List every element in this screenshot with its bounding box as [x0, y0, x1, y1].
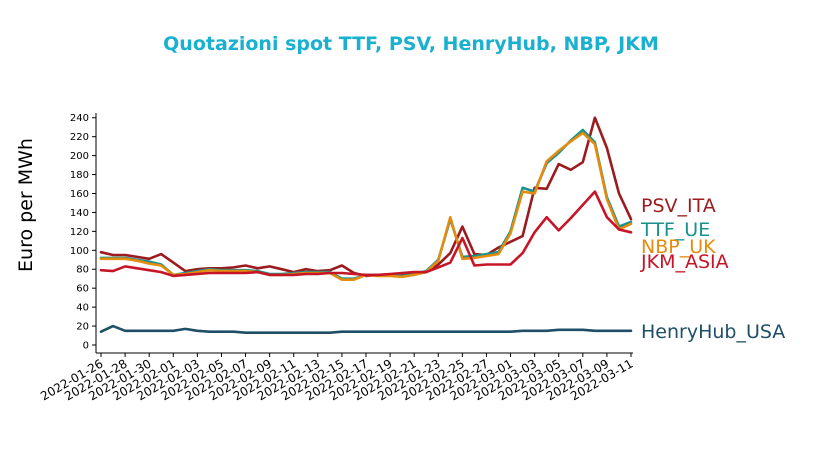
y-tick-label: 140 [70, 208, 89, 219]
series-label-nbp-uk: NBP_UK [641, 236, 716, 258]
y-tick-label: 220 [70, 132, 89, 143]
series-line-ttf-ue [99, 128, 633, 281]
series-label-jkm-asia: JKM_ASIA [640, 251, 729, 273]
series-label-henryhub-usa: HenryHub_USA [641, 321, 785, 343]
series-label-psv-ita: PSV_ITA [641, 195, 716, 217]
y-tick-label: 0 [83, 341, 89, 352]
chart-title: Quotazioni spot TTF, PSV, HenryHub, NBP,… [163, 33, 659, 55]
y-tick-label: 200 [70, 151, 89, 162]
y-tick-label: 180 [70, 170, 89, 181]
axes: 0204060801001201401601802002202402022-01… [38, 113, 636, 403]
y-tick-label: 100 [70, 246, 89, 257]
y-tick-label: 80 [76, 265, 89, 276]
y-axis-label: Euro per MWh [15, 138, 37, 272]
series-line-henryhub-usa [99, 324, 633, 335]
series-line-jkm-asia [99, 190, 633, 278]
y-tick-label: 60 [76, 284, 89, 295]
series-lines [99, 116, 633, 335]
series-line-psv-ita [99, 116, 633, 278]
series-label-ttf-ue: TTF_UE [640, 219, 710, 241]
y-tick-label: 120 [70, 227, 89, 238]
y-tick-label: 160 [70, 189, 89, 200]
y-tick-label: 240 [70, 113, 89, 124]
series-line-nbp-uk [99, 131, 633, 282]
y-tick-label: 20 [76, 322, 89, 333]
y-tick-label: 40 [76, 303, 89, 314]
